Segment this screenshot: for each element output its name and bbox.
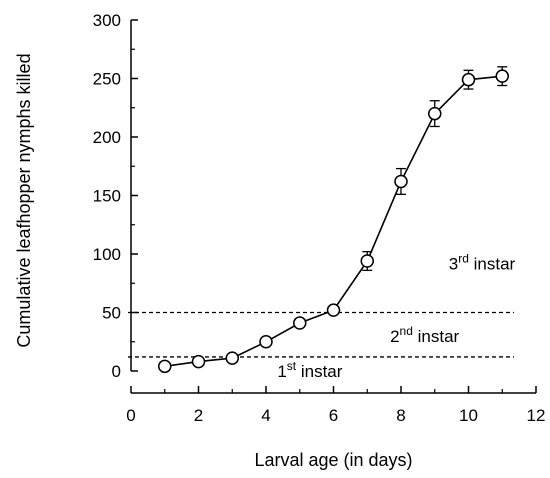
x-tick-label: 12 bbox=[527, 406, 546, 425]
instar-label-first: 1st instar bbox=[277, 359, 342, 381]
x-tick-label: 4 bbox=[261, 406, 270, 425]
data-point bbox=[461, 72, 476, 87]
y-tick-label: 0 bbox=[112, 362, 121, 381]
instar-label-second: 2nd instar bbox=[390, 324, 459, 346]
data-point bbox=[293, 316, 307, 330]
data-point bbox=[259, 335, 273, 349]
y-tick-label: 100 bbox=[93, 245, 121, 264]
series-line bbox=[164, 75, 503, 368]
data-point bbox=[225, 351, 239, 365]
x-axis-title: Larval age (in days) bbox=[254, 450, 412, 470]
x-tick-label: 8 bbox=[396, 406, 405, 425]
y-tick-label: 250 bbox=[93, 70, 121, 89]
data-point bbox=[191, 354, 206, 369]
x-tick-label: 2 bbox=[194, 406, 203, 425]
reference-lines bbox=[128, 311, 514, 358]
axes: 0 2 4 6 8 10 12 0 50 100 150 200 250 300 bbox=[93, 11, 546, 425]
x-tick-label: 0 bbox=[126, 406, 135, 425]
data-point bbox=[326, 303, 341, 317]
annotation-layer: 1st instar 2nd instar 3rd instar bbox=[277, 251, 515, 381]
y-tick-label: 150 bbox=[93, 187, 121, 206]
y-tick-label: 300 bbox=[93, 11, 121, 30]
y-tick-label: 200 bbox=[93, 128, 121, 147]
x-tick-label: 6 bbox=[329, 406, 338, 425]
y-axis-title: Cumulative leafhopper nymphs killed bbox=[14, 53, 34, 347]
data-point bbox=[495, 69, 509, 83]
data-point bbox=[158, 359, 172, 374]
data-point bbox=[360, 254, 374, 268]
y-tick-label: 50 bbox=[102, 304, 121, 323]
x-tick-label: 10 bbox=[459, 406, 478, 425]
instar-label-third: 3rd instar bbox=[449, 251, 516, 273]
data-point bbox=[394, 174, 408, 189]
data-point bbox=[428, 106, 442, 121]
series-layer bbox=[158, 66, 509, 374]
